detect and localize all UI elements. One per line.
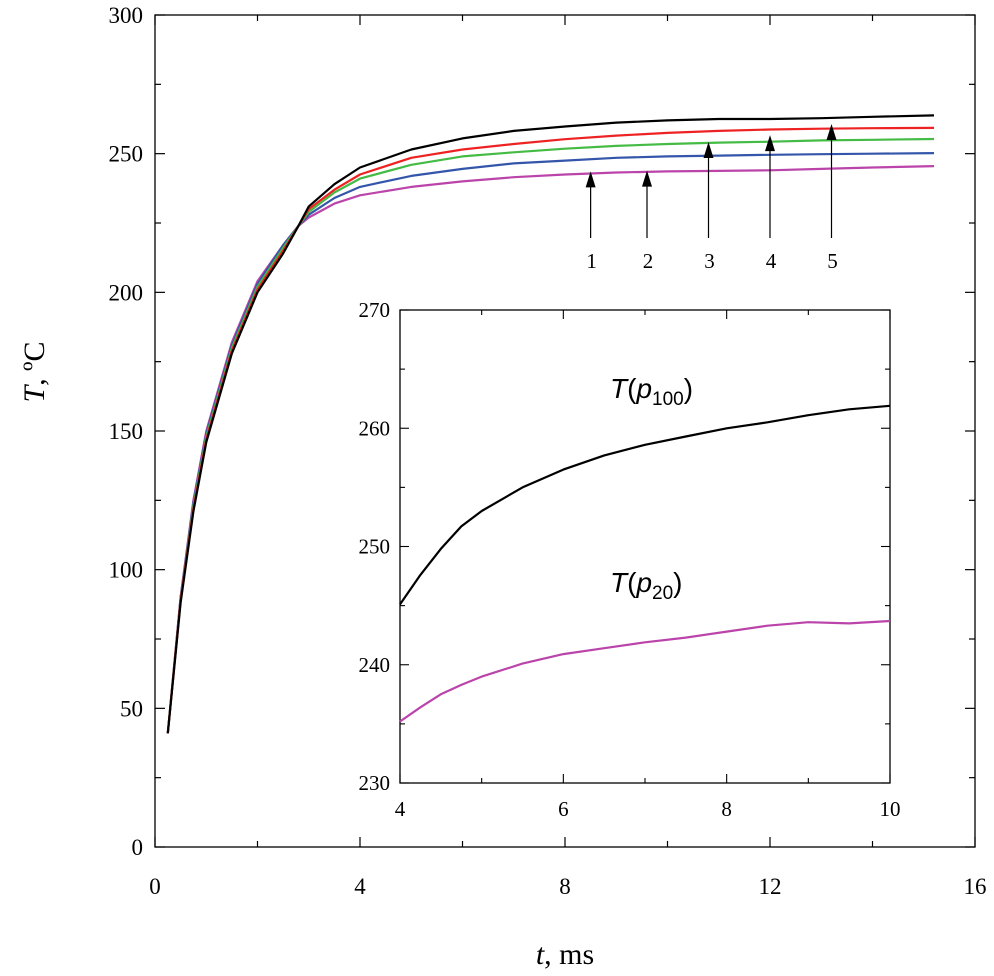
inset-x-tick-label: 8 <box>721 797 732 821</box>
inset-series-line-p20 <box>399 619 891 723</box>
y-tick-label: 250 <box>109 142 144 167</box>
x-tick-label: 0 <box>149 874 161 899</box>
x-tick-label: 12 <box>759 874 782 899</box>
y-axis-title: T, ºC <box>18 342 51 403</box>
y-tick-label: 100 <box>109 558 144 583</box>
inset-x-tick-label: 10 <box>880 797 901 821</box>
y-axis-var: T <box>18 384 51 403</box>
x-axis-unit: , ms <box>544 938 594 971</box>
annotation-arrowhead <box>703 142 714 159</box>
inset-label-p20: T(p20) <box>610 567 682 604</box>
main-ticks <box>154 14 976 848</box>
inset-plot-frame <box>399 309 891 784</box>
y-axis-unit: , ºC <box>18 342 51 386</box>
y-tick-label: 50 <box>120 696 143 721</box>
inset-y-tick-label: 240 <box>359 653 391 677</box>
annotation-label-5: 5 <box>827 249 838 273</box>
inset-y-tick-label: 270 <box>359 298 391 322</box>
annotation-label-2: 2 <box>643 249 654 273</box>
inset-x-tick-label: 6 <box>558 797 569 821</box>
inset-series-line-p100 <box>399 404 891 606</box>
inset-y-tick-label: 260 <box>359 416 391 440</box>
x-tick-label: 16 <box>964 874 987 899</box>
x-tick-label: 4 <box>354 874 366 899</box>
inset-tick-labels: 4 6 8 10 230 240 250 260 270 <box>359 298 901 821</box>
inset-y-tick-label: 250 <box>359 535 391 559</box>
main-series <box>166 114 935 734</box>
y-tick-label: 150 <box>109 419 144 444</box>
annotation-label-1: 1 <box>586 249 597 273</box>
x-tick-label: 8 <box>559 874 571 899</box>
curve-annotations: 1 2 3 4 5 <box>585 123 838 273</box>
inset-y-tick-label: 230 <box>359 771 391 795</box>
x-axis-title: t, ms <box>536 938 594 971</box>
inset-series <box>399 404 891 723</box>
annotation-label-4: 4 <box>766 249 777 273</box>
annotation-arrowhead <box>642 170 652 187</box>
y-tick-label: 0 <box>132 835 144 860</box>
series-line-5 <box>166 114 935 734</box>
annotation-label-3: 3 <box>704 249 715 273</box>
y-tick-label: 200 <box>109 280 144 305</box>
annotation-arrowhead <box>765 135 775 152</box>
annotation-arrowhead <box>826 123 837 140</box>
x-axis-var: t <box>536 938 545 971</box>
inset-label-p100: T(p100) <box>610 373 693 410</box>
annotation-arrowhead <box>585 171 596 188</box>
inset-x-tick-label: 4 <box>395 797 406 821</box>
inset-ticks <box>399 309 891 784</box>
y-tick-label: 300 <box>109 3 144 28</box>
